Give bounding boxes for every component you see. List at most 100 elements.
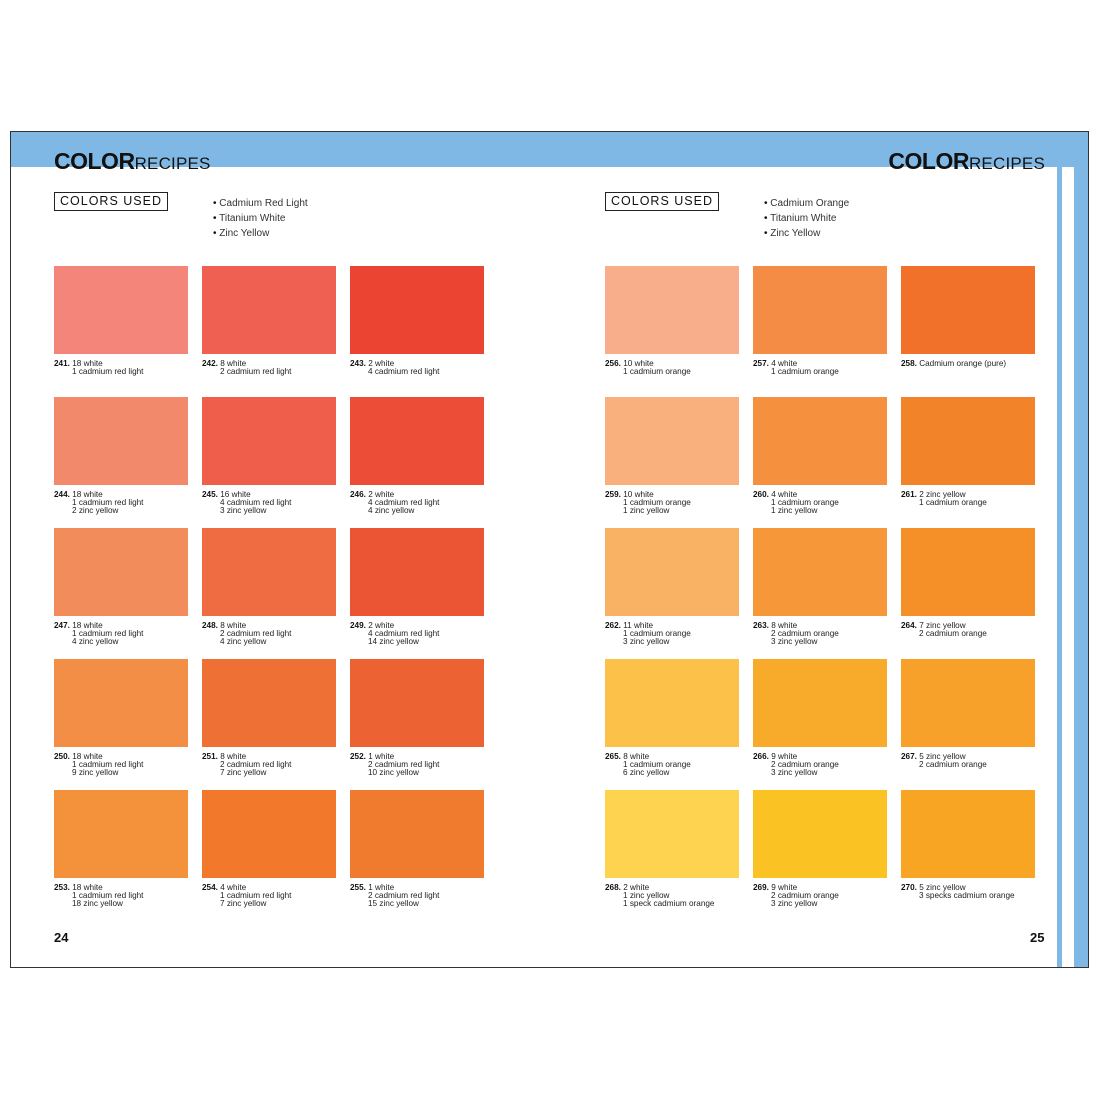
color-swatch bbox=[605, 659, 739, 747]
recipe-line: 1 cadmium red light bbox=[202, 892, 336, 900]
recipe-line: 3 zinc yellow bbox=[753, 638, 887, 646]
recipe-line: 259. 10 white bbox=[605, 490, 739, 499]
swatch-card: 245. 16 white 4 cadmium red light 3 zinc y… bbox=[202, 397, 336, 516]
color-swatch bbox=[54, 528, 188, 616]
recipe-line: 264. 7 zinc yellow bbox=[901, 621, 1035, 630]
recipe-line: 267. 5 zinc yellow bbox=[901, 752, 1035, 761]
recipe-line: 244. 18 white bbox=[54, 490, 188, 499]
color-swatch bbox=[753, 266, 887, 354]
recipe-line: 1 cadmium orange bbox=[605, 499, 739, 507]
recipe-caption: 266. 9 white 2 cadmium orange 3 zinc yello… bbox=[753, 752, 887, 778]
recipe-caption: 261. 2 zinc yellow 1 cadmium orange bbox=[901, 490, 1035, 507]
recipe-number: 242. bbox=[202, 359, 218, 368]
recipe-number: 241. bbox=[54, 359, 70, 368]
recipe-line: 1 cadmium orange bbox=[605, 630, 739, 638]
recipe-line: 255. 1 white bbox=[350, 883, 484, 892]
recipe-line: 4 zinc yellow bbox=[350, 507, 484, 515]
recipe-line: 3 zinc yellow bbox=[202, 507, 336, 515]
recipe-line: 242. 8 white bbox=[202, 359, 336, 368]
recipe-ingredient: 4 white bbox=[771, 359, 798, 368]
color-swatch bbox=[54, 266, 188, 354]
recipe-caption: 270. 5 zinc yellow 3 specks cadmium orang… bbox=[901, 883, 1035, 900]
recipe-ingredient: 2 cadmium orange bbox=[771, 629, 839, 639]
recipe-caption: 246. 2 white 4 cadmium red light 4 zinc ye… bbox=[350, 490, 484, 516]
recipe-ingredient: 2 cadmium orange bbox=[919, 629, 987, 639]
recipe-line: 2 cadmium orange bbox=[901, 761, 1035, 769]
recipe-ingredient: 1 cadmium red light bbox=[72, 760, 144, 770]
recipe-ingredient: 1 cadmium red light bbox=[72, 629, 144, 639]
color-swatch bbox=[202, 659, 336, 747]
recipe-ingredient: 4 cadmium red light bbox=[220, 498, 292, 508]
recipe-ingredient: 8 white bbox=[623, 752, 650, 761]
recipe-ingredient: 1 cadmium red light bbox=[72, 367, 144, 377]
recipe-ingredient: 9 white bbox=[771, 752, 798, 761]
recipe-ingredient: 1 cadmium orange bbox=[771, 498, 839, 508]
recipe-number: 248. bbox=[202, 621, 218, 630]
page-title-light: RECIPES bbox=[134, 154, 211, 173]
swatch-card: 269. 9 white 2 cadmium orange 3 zinc yello… bbox=[753, 790, 887, 909]
color-swatch bbox=[350, 659, 484, 747]
recipe-ingredient: 1 cadmium orange bbox=[771, 367, 839, 377]
recipe-caption: 252. 1 white 2 cadmium red light 10 zinc y… bbox=[350, 752, 484, 778]
swatch-card: 254. 4 white 1 cadmium red light 7 zinc ye… bbox=[202, 790, 336, 909]
recipe-number: 253. bbox=[54, 883, 70, 892]
swatch-card: 268. 2 white 1 zinc yellow 1 speck cadmium… bbox=[605, 790, 739, 909]
recipe-ingredient: 1 cadmium orange bbox=[623, 629, 691, 639]
recipe-ingredient: 2 zinc yellow bbox=[72, 506, 119, 516]
recipe-caption: 264. 7 zinc yellow 2 cadmium orange bbox=[901, 621, 1035, 639]
swatch-card: 247. 18 white 1 cadmium red light 4 zinc y… bbox=[54, 528, 188, 647]
recipe-ingredient: 3 zinc yellow bbox=[771, 768, 818, 778]
swatch-card: 255. 1 white 2 cadmium red light 15 zinc y… bbox=[350, 790, 484, 909]
recipe-line: 2 cadmium red light bbox=[202, 630, 336, 638]
color-swatch bbox=[54, 659, 188, 747]
swatch-card: 243. 2 white 4 cadmium red light bbox=[350, 266, 484, 376]
recipe-ingredient: 2 cadmium orange bbox=[919, 760, 987, 770]
recipe-line: 2 cadmium red light bbox=[350, 892, 484, 900]
recipe-number: 252. bbox=[350, 752, 366, 761]
colors-used-item: Titanium White bbox=[764, 211, 849, 226]
recipe-ingredient: 1 zinc yellow bbox=[623, 891, 670, 901]
top-band-right bbox=[553, 132, 1088, 167]
recipe-line: 1 cadmium orange bbox=[901, 499, 1035, 507]
recipe-ingredient: 4 zinc yellow bbox=[72, 637, 119, 647]
colors-used-list: Cadmium Red Light Titanium White Zinc Ye… bbox=[213, 196, 308, 241]
swatch-card: 241. 18 white 1 cadmium red light bbox=[54, 266, 188, 376]
recipe-line: 3 specks cadmium orange bbox=[901, 892, 1035, 900]
recipe-caption: 268. 2 white 1 zinc yellow 1 speck cadmium… bbox=[605, 883, 739, 909]
recipe-number: 270. bbox=[901, 883, 917, 892]
recipe-ingredient: 2 white bbox=[623, 883, 650, 892]
recipe-ingredient: 1 cadmium orange bbox=[623, 367, 691, 377]
recipe-ingredient: 4 zinc yellow bbox=[220, 637, 267, 647]
recipe-caption: 245. 16 white 4 cadmium red light 3 zinc y… bbox=[202, 490, 336, 516]
color-swatch bbox=[753, 790, 887, 878]
recipe-line: 2 cadmium red light bbox=[202, 761, 336, 769]
swatch-card: 259. 10 white 1 cadmium orange 1 zinc yell… bbox=[605, 397, 739, 516]
recipe-line: 4 cadmium red light bbox=[350, 630, 484, 638]
recipe-caption: 265. 8 white 1 cadmium orange 6 zinc yello… bbox=[605, 752, 739, 778]
recipe-ingredient: 16 white bbox=[220, 490, 251, 499]
recipe-line: 269. 9 white bbox=[753, 883, 887, 892]
recipe-line: 4 cadmium red light bbox=[350, 368, 484, 376]
recipe-caption: 253. 18 white 1 cadmium red light 18 zinc … bbox=[54, 883, 188, 909]
recipe-ingredient: 18 white bbox=[72, 490, 103, 499]
recipe-caption: 267. 5 zinc yellow 2 cadmium orange bbox=[901, 752, 1035, 769]
swatch-card: 244. 18 white 1 cadmium red light 2 zinc y… bbox=[54, 397, 188, 516]
recipe-line: 260. 4 white bbox=[753, 490, 887, 499]
recipe-ingredient: 2 cadmium red light bbox=[368, 760, 440, 770]
recipe-ingredient: 2 cadmium orange bbox=[771, 760, 839, 770]
colors-used-label: COLORS USED bbox=[605, 192, 719, 211]
recipe-caption: 254. 4 white 1 cadmium red light 7 zinc ye… bbox=[202, 883, 336, 909]
recipe-caption: 262. 11 white 1 cadmium orange 3 zinc yell… bbox=[605, 621, 739, 647]
recipe-ingredient: 4 zinc yellow bbox=[368, 506, 415, 516]
colors-used-item: Zinc Yellow bbox=[764, 226, 849, 241]
recipe-line: 4 cadmium red light bbox=[350, 499, 484, 507]
recipe-line: 263. 8 white bbox=[753, 621, 887, 630]
recipe-ingredient: 18 white bbox=[72, 359, 103, 368]
recipe-ingredient: 1 speck cadmium orange bbox=[623, 899, 715, 909]
recipe-line: 247. 18 white bbox=[54, 621, 188, 630]
swatch-card: 262. 11 white 1 cadmium orange 3 zinc yell… bbox=[605, 528, 739, 647]
recipe-caption: 263. 8 white 2 cadmium orange 3 zinc yello… bbox=[753, 621, 887, 647]
right-page: COLORRECIPES COLORS USED Cadmium Orange … bbox=[553, 132, 1057, 967]
recipe-line: 257. 4 white bbox=[753, 359, 887, 368]
recipe-line: 1 cadmium red light bbox=[54, 499, 188, 507]
